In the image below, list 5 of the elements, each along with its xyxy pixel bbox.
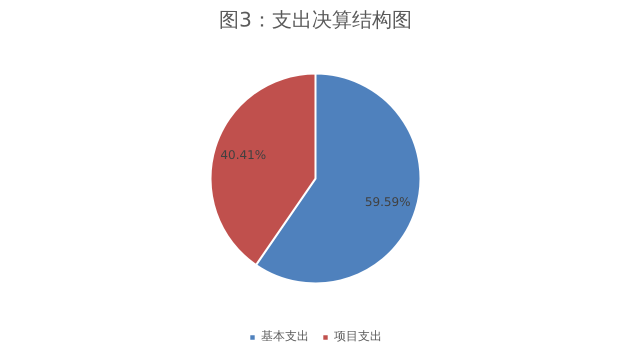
data-label: 40.41% [220,148,266,162]
chart-title: 图3：支出决算结构图 [219,8,412,32]
legend-label: 项目支出 [334,328,382,345]
legend-label: 基本支出 [261,328,309,345]
data-label: 59.59% [364,194,411,209]
